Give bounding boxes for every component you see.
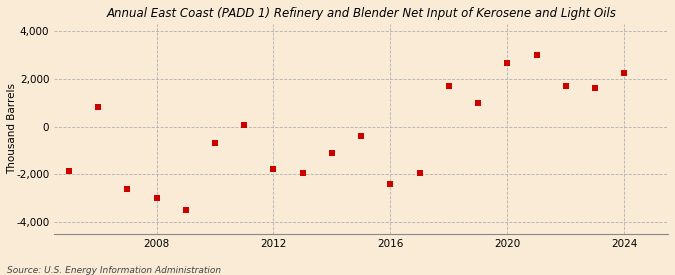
Point <box>589 86 600 90</box>
Point <box>151 196 162 200</box>
Point <box>414 171 425 175</box>
Point <box>472 100 483 105</box>
Point <box>63 169 74 173</box>
Point <box>122 186 133 191</box>
Point <box>385 182 396 186</box>
Point <box>327 151 338 155</box>
Y-axis label: Thousand Barrels: Thousand Barrels <box>7 83 17 174</box>
Point <box>268 167 279 172</box>
Point <box>92 105 103 110</box>
Point <box>297 171 308 175</box>
Point <box>619 71 630 75</box>
Point <box>560 84 571 88</box>
Point <box>210 141 221 145</box>
Title: Annual East Coast (PADD 1) Refinery and Blender Net Input of Kerosene and Light : Annual East Coast (PADD 1) Refinery and … <box>106 7 616 20</box>
Point <box>443 84 454 88</box>
Point <box>180 208 191 212</box>
Point <box>356 134 367 138</box>
Text: Source: U.S. Energy Information Administration: Source: U.S. Energy Information Administ… <box>7 266 221 275</box>
Point <box>502 61 513 65</box>
Point <box>531 53 542 57</box>
Point <box>239 123 250 128</box>
